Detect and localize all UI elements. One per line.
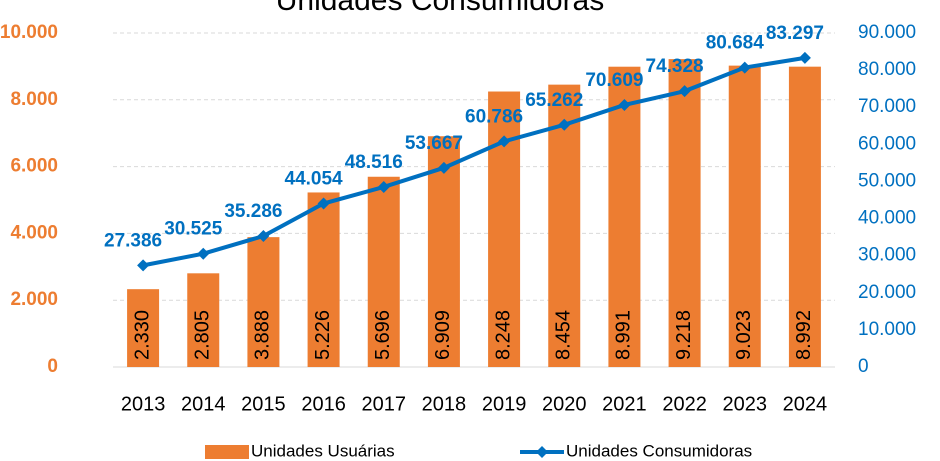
line-value-label: 83.297 — [766, 23, 824, 44]
bar — [367, 176, 400, 367]
y2-tick-label: 60.000 — [858, 133, 916, 154]
legend-marker — [536, 446, 548, 458]
y2-tick-label: 0 — [858, 356, 869, 377]
line-marker — [437, 161, 450, 174]
bar — [788, 66, 821, 367]
bar — [307, 192, 340, 367]
line-marker — [798, 51, 811, 64]
bar-value-label: 8.991 — [613, 310, 635, 360]
y2-tick-label: 30.000 — [858, 245, 916, 266]
line-marker — [498, 135, 511, 148]
line-marker — [678, 85, 691, 98]
y2-tick-label: 40.000 — [858, 208, 916, 229]
y2-tick-label: 20.000 — [858, 282, 916, 303]
line-value-label: 53.667 — [405, 133, 463, 154]
bar — [728, 65, 761, 367]
y-tick-label: 0 — [47, 356, 58, 377]
line-marker — [558, 118, 571, 131]
x-tick-label: 2021 — [602, 393, 647, 415]
x-tick-label: 2022 — [662, 393, 707, 415]
line-value-label: 35.286 — [224, 201, 282, 222]
bar — [608, 66, 641, 368]
bar — [247, 237, 280, 367]
y-tick-label: 6.000 — [10, 156, 58, 177]
bar-value-label: 8.248 — [492, 310, 514, 360]
chart-title: Unidades Consumidoras — [276, 0, 605, 17]
bar-value-label: 9.218 — [673, 310, 695, 360]
x-tick-label: 2020 — [542, 393, 587, 415]
x-tick-label: 2024 — [783, 393, 828, 415]
bar-value-label: 2.330 — [131, 310, 153, 360]
bar-value-label: 5.226 — [312, 310, 334, 360]
line-value-label: 27.386 — [104, 230, 162, 251]
line-value-label: 80.684 — [706, 33, 765, 54]
bar — [548, 84, 581, 367]
y-tick-label: 8.000 — [10, 89, 58, 110]
bar-value-label: 8.992 — [793, 310, 815, 360]
y2-tick-label: 70.000 — [858, 96, 916, 117]
bar — [187, 273, 220, 367]
bar-value-label: 8.454 — [553, 310, 575, 360]
line-marker — [317, 197, 330, 210]
line-marker — [137, 259, 150, 272]
line-value-label: 70.609 — [585, 70, 643, 91]
line-marker — [197, 247, 210, 260]
bar — [668, 59, 701, 367]
bar — [127, 289, 160, 367]
y2-tick-label: 90.000 — [858, 22, 916, 43]
bar-value-label: 9.023 — [733, 310, 755, 360]
y-tick-label: 4.000 — [10, 222, 58, 243]
y2-tick-label: 10.000 — [858, 319, 916, 340]
line-marker — [257, 230, 270, 243]
bar — [427, 136, 460, 367]
x-tick-label: 2017 — [362, 393, 407, 415]
line-value-label: 44.054 — [285, 169, 344, 190]
line-value-label: 48.516 — [345, 152, 403, 173]
line — [142, 55, 806, 268]
line-value-label: 60.786 — [465, 106, 523, 127]
line-marker — [738, 61, 751, 74]
bar-value-label: 3.888 — [252, 310, 274, 360]
x-tick-label: 2014 — [181, 393, 226, 415]
y2-tick-label: 50.000 — [858, 170, 916, 191]
line-value-label: 65.262 — [525, 90, 583, 111]
x-tick-label: 2023 — [723, 393, 768, 415]
line-value-label: 74.328 — [646, 56, 704, 77]
y2-tick-label: 80.000 — [858, 59, 916, 80]
bar-value-label: 6.909 — [432, 310, 454, 360]
y-tick-label: 2.000 — [10, 289, 58, 310]
y-tick-label: 10.000 — [0, 22, 58, 43]
line-value-label: 30.525 — [164, 219, 223, 240]
x-tick-label: 2019 — [482, 393, 527, 415]
line-marker — [377, 180, 390, 193]
legend-label: Unidades Consumidoras — [566, 441, 752, 460]
legend-swatch — [205, 445, 249, 459]
x-tick-label: 2013 — [121, 393, 166, 415]
bar-value-label: 2.805 — [192, 310, 214, 360]
x-tick-label: 2015 — [241, 393, 286, 415]
x-tick-label: 2018 — [422, 393, 467, 415]
legend-label: Unidades Usuárias — [251, 441, 395, 460]
x-tick-label: 2016 — [301, 393, 346, 415]
bar-value-label: 5.696 — [372, 310, 394, 360]
line-marker — [618, 98, 631, 111]
